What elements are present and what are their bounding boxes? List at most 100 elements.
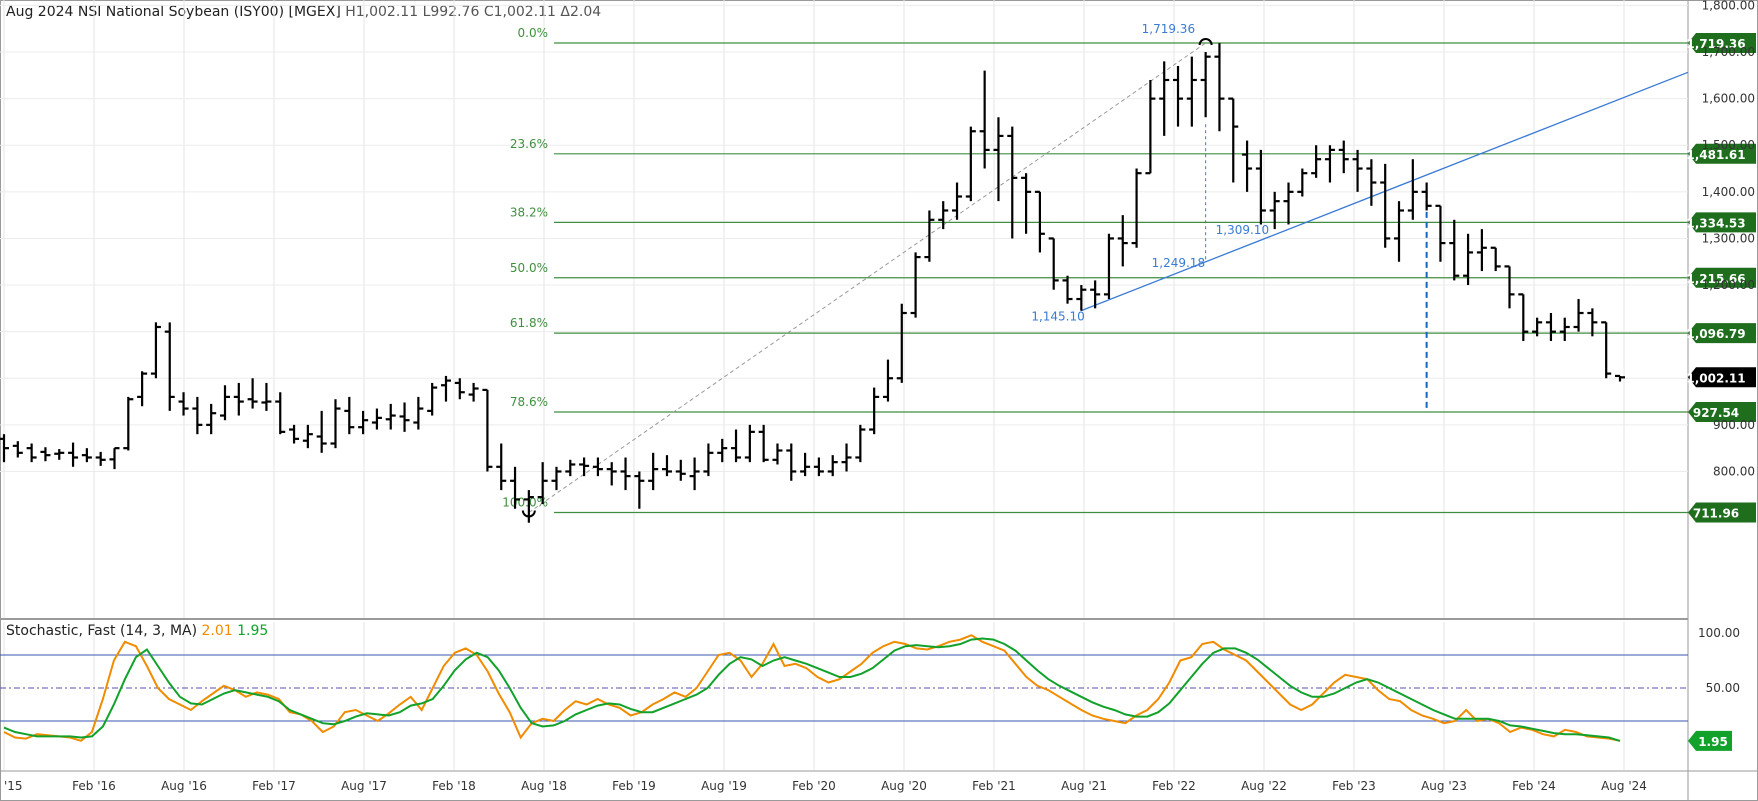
fib-percent-label: 78.6%	[510, 395, 548, 409]
ohlc-bar	[399, 402, 410, 432]
time-axis-label: Aug '24	[1601, 779, 1647, 793]
ohlc-bar	[1173, 66, 1184, 127]
ohlc-bar	[95, 451, 106, 466]
ohlc-bar	[1338, 140, 1349, 174]
stoch-axis-label: 50.00	[1706, 681, 1740, 695]
ohlc-bar	[316, 410, 327, 453]
ohlc-bar	[1421, 182, 1432, 211]
ohlc-bar	[1131, 168, 1142, 248]
ohlc-bar	[758, 424, 769, 463]
ohlc-bar	[233, 382, 244, 416]
fib-price-tag: 1,215.66	[1686, 267, 1756, 288]
ohlc-bar	[510, 466, 521, 509]
last-price-tag: 1,002.11	[1686, 367, 1756, 388]
ohlc-bar	[1214, 43, 1225, 132]
fib-tag-shape	[1688, 323, 1756, 344]
ohlc-bar	[192, 396, 203, 435]
ohlc-bar	[427, 382, 438, 416]
ohlc-bar	[938, 201, 949, 230]
low-value: L992.76	[422, 4, 480, 20]
ohlc-bar	[1559, 317, 1570, 341]
ohlc-bar	[1297, 168, 1308, 197]
ohlc-bar	[689, 457, 700, 491]
ohlc-bar	[648, 452, 659, 491]
fib-tag-label: 1,719.36	[1686, 37, 1745, 51]
ohlc-bar	[620, 457, 631, 491]
time-axis-label: Feb '18	[432, 779, 476, 793]
ohlc-bar	[0, 434, 9, 463]
time-axis-label: Feb '19	[612, 779, 656, 793]
annotation-label: 1,249.18	[1152, 256, 1205, 270]
ohlc-bar	[896, 303, 907, 383]
ohlc-bar	[551, 466, 562, 491]
stochastic-legend: Stochastic, Fast (14, 3, MA) 2.01 1.95	[6, 623, 268, 639]
ohlc-bar	[1269, 191, 1280, 230]
fib-percent-label: 50.0%	[510, 261, 548, 275]
stoch-tag-shape	[1688, 730, 1732, 751]
ohlc-bar	[454, 378, 465, 400]
fib-price-tag: 1,334.53	[1686, 212, 1756, 233]
price-axis-label: 1,700.00	[1702, 45, 1755, 59]
time-axis-label: Aug '21	[1061, 779, 1107, 793]
ohlc-bar	[1007, 126, 1018, 239]
ohlc-bar	[468, 382, 479, 402]
stochastic-d-value: 1.95	[237, 623, 269, 639]
ohlc-bar	[40, 447, 51, 462]
ohlc-bar	[330, 399, 341, 449]
price-axis-label: 900.00	[1713, 418, 1755, 432]
price-axis-label: 1,300.00	[1702, 231, 1755, 245]
ohlc-bar	[1186, 56, 1197, 127]
ohlc-bar	[717, 438, 728, 463]
chart-header: Aug 2024 NSI National Soybean (ISY00) [M…	[6, 4, 601, 20]
ohlc-bar	[1076, 285, 1087, 311]
ohlc-bar	[358, 410, 369, 435]
ohlc-bar	[910, 252, 921, 318]
ohlc-bar	[993, 117, 1004, 202]
ohlc-bar	[965, 126, 976, 202]
fib-price-tag: 1,096.79	[1686, 323, 1756, 344]
change-value: Δ2.04	[560, 4, 602, 20]
ohlc-bar	[68, 442, 79, 467]
fib-tag-shape	[1688, 143, 1756, 164]
stoch-tag-label: 1.95	[1698, 735, 1728, 749]
ohlc-bar	[1090, 280, 1101, 309]
ohlc-bar	[1380, 163, 1391, 248]
ohlc-bar	[1242, 140, 1253, 192]
high-marker	[1198, 38, 1213, 46]
ohlc-bar	[261, 382, 272, 411]
stochastic-name: Stochastic, Fast	[6, 623, 116, 639]
last-price-shape	[1688, 367, 1756, 388]
time-axis-label: Aug '17	[341, 779, 387, 793]
fib-tag-shape	[1688, 212, 1756, 233]
ohlc-bar	[979, 70, 990, 169]
time-axis-label: Aug '20	[881, 779, 927, 793]
time-axis-label: Feb '16	[72, 779, 116, 793]
ohlc-bar	[1463, 233, 1474, 286]
time-axis-label: Feb '24	[1512, 779, 1556, 793]
symbol-title: Aug 2024 NSI National Soybean (ISY00) [M…	[6, 4, 341, 20]
ohlc-bar	[579, 457, 590, 477]
time-axis-label: Aug '19	[701, 779, 747, 793]
ohlc-bar	[800, 452, 811, 477]
ohlc-bar	[592, 457, 603, 477]
ohlc-bar	[1573, 299, 1584, 332]
ohlc-bar	[1283, 182, 1294, 225]
price-axis-label: 1,200.00	[1702, 278, 1755, 292]
ohlc-bar	[371, 408, 382, 430]
ohlc-bar	[1034, 190, 1045, 253]
time-axis-label: '15	[4, 779, 23, 793]
fib-price-tag: 1,719.36	[1686, 33, 1756, 53]
fib-price-tag: 711.96	[1688, 502, 1756, 523]
ohlc-bar	[537, 462, 548, 505]
fibonacci-levels: 0.0% 1,719.36 23.6% 1,481.61 38.2% 1,334.53 50…	[502, 26, 1756, 523]
ohlc-bar	[869, 387, 880, 435]
fib-tag-shape	[1688, 502, 1756, 523]
last-price-label: 1,002.11	[1686, 371, 1745, 385]
ohlc-bar	[1449, 219, 1460, 281]
time-axis-label: Feb '21	[972, 779, 1016, 793]
ohlc-bar	[703, 443, 714, 477]
time-axis-label: Aug '23	[1421, 779, 1467, 793]
